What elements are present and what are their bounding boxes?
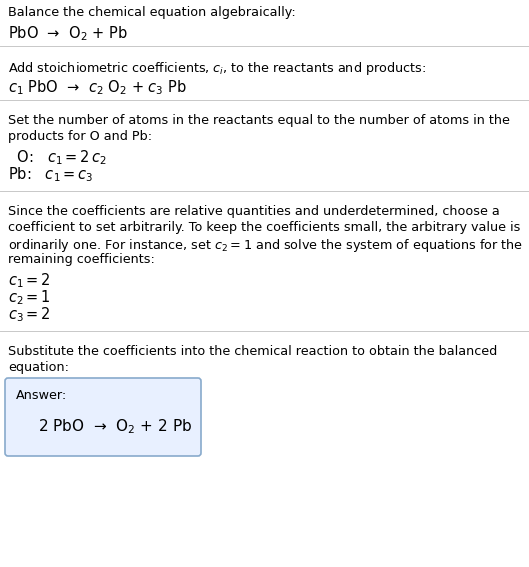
Text: Since the coefficients are relative quantities and underdetermined, choose a: Since the coefficients are relative quan…	[8, 205, 500, 218]
Text: 2 PbO  →  O$_2$ + 2 Pb: 2 PbO → O$_2$ + 2 Pb	[38, 417, 192, 435]
Text: Balance the chemical equation algebraically:: Balance the chemical equation algebraica…	[8, 6, 296, 19]
Text: $c_1$ PbO  →  $c_2$ O$_2$ + $c_3$ Pb: $c_1$ PbO → $c_2$ O$_2$ + $c_3$ Pb	[8, 78, 187, 97]
Text: ordinarily one. For instance, set $c_2 = 1$ and solve the system of equations fo: ordinarily one. For instance, set $c_2 =…	[8, 237, 523, 254]
Text: products for O and Pb:: products for O and Pb:	[8, 130, 152, 143]
Text: $c_3 = 2$: $c_3 = 2$	[8, 305, 51, 324]
Text: $c_2 = 1$: $c_2 = 1$	[8, 288, 51, 307]
FancyBboxPatch shape	[5, 378, 201, 456]
Text: Add stoichiometric coefficients, $c_i$, to the reactants and products:: Add stoichiometric coefficients, $c_i$, …	[8, 60, 426, 77]
Text: remaining coefficients:: remaining coefficients:	[8, 253, 155, 266]
Text: PbO  →  O$_2$ + Pb: PbO → O$_2$ + Pb	[8, 24, 128, 43]
Text: Substitute the coefficients into the chemical reaction to obtain the balanced: Substitute the coefficients into the che…	[8, 345, 497, 358]
Text: Pb:   $c_1 = c_3$: Pb: $c_1 = c_3$	[8, 165, 94, 184]
Text: $c_1 = 2$: $c_1 = 2$	[8, 271, 51, 290]
Text: Set the number of atoms in the reactants equal to the number of atoms in the: Set the number of atoms in the reactants…	[8, 114, 510, 127]
Text: Answer:: Answer:	[16, 389, 67, 402]
Text: equation:: equation:	[8, 361, 69, 374]
Text: coefficient to set arbitrarily. To keep the coefficients small, the arbitrary va: coefficient to set arbitrarily. To keep …	[8, 221, 521, 234]
Text: O:   $c_1 = 2\,c_2$: O: $c_1 = 2\,c_2$	[12, 148, 107, 167]
